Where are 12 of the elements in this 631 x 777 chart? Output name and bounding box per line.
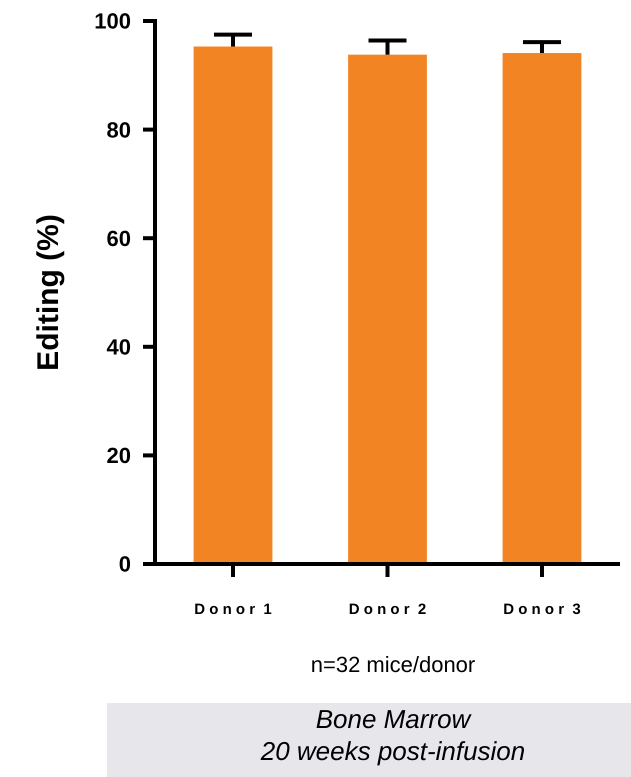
text: n=32 mice/donor [310,652,476,677]
y-tick-label: 0 [118,552,131,577]
x-tick-label: D o n o r 1 [194,601,272,618]
y-tick-label: 80 [106,117,131,142]
y-tick-label: 60 [106,226,131,251]
x-tick-label: D o n o r 3 [503,601,581,618]
y-tick-label: 20 [106,443,131,468]
text: Bone Marrow 20 weeks post-infusion [260,704,526,766]
y-tick-label: 40 [106,334,131,360]
x-tick-label: D o n o r 2 [348,601,426,618]
y-tick-label: 100 [94,8,131,34]
y-axis-title: Editing (%) [32,214,65,371]
